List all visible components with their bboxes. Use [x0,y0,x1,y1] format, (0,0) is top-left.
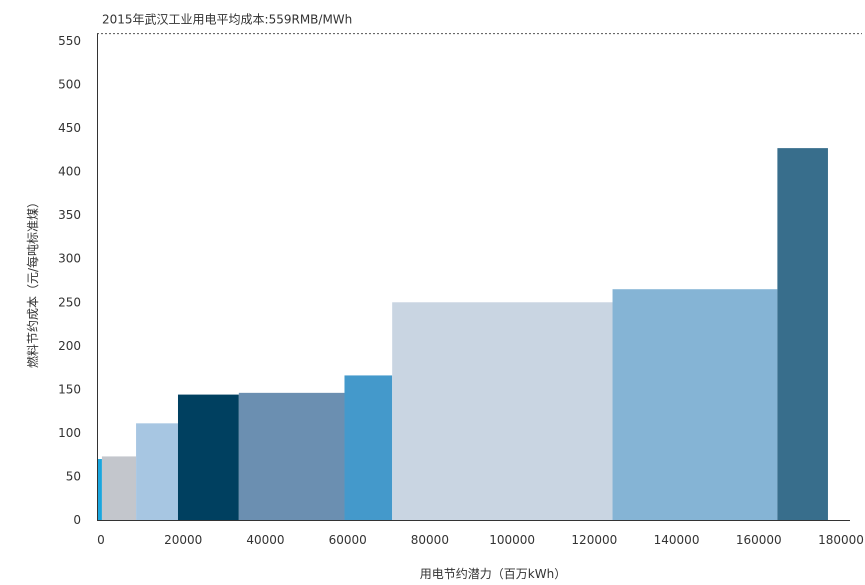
bar-segment-2 [101,456,137,520]
bar-segment-8 [612,289,778,520]
y-tick-label: 500 [58,78,81,92]
bar-segment-4 [177,394,239,520]
bars-group [97,148,828,520]
x-tick-label: 160000 [736,533,782,547]
y-tick-label: 100 [58,426,81,440]
x-tick-label: 140000 [654,533,700,547]
x-tick-label: 0 [97,533,105,547]
y-tick-label: 200 [58,339,81,353]
x-axis-title: 用电节约潜力（百万kWh） [420,566,566,581]
bar-segment-9 [777,148,828,520]
y-tick-label: 250 [58,295,81,309]
x-tick-label: 40000 [246,533,284,547]
bar-segment-3 [136,423,178,520]
y-tick-label: 450 [58,121,81,135]
bar-segment-6 [344,375,393,520]
y-tick-label: 150 [58,382,81,396]
bar-segment-7 [392,302,613,520]
y-tick-label: 550 [58,34,81,48]
y-tick-label: 50 [66,469,81,483]
x-tick-label: 120000 [571,533,617,547]
y-tick-label: 350 [58,208,81,222]
x-tick-labels: 0 20000 40000 60000 80000 100000 120000 140000 1… [97,533,864,547]
bar-segment-1 [97,459,102,520]
reference-line-label: 2015年武汉工业用电平均成本:559RMB/MWh [102,13,352,27]
x-tick-label: 20000 [164,533,202,547]
x-tick-label: 180000 [818,533,864,547]
y-tick-label: 0 [73,513,81,527]
y-axis-title: 燃料节约成本（元/每吨标准煤） [25,196,40,368]
x-tick-label: 80000 [411,533,449,547]
y-tick-label: 400 [58,165,81,179]
x-tick-label: 60000 [329,533,367,547]
x-tick-label: 100000 [489,533,535,547]
y-tick-labels: 0 50 100 150 200 250 300 350 400 450 500 550 [58,34,81,527]
bar-segment-5 [238,392,345,520]
y-tick-label: 300 [58,252,81,266]
